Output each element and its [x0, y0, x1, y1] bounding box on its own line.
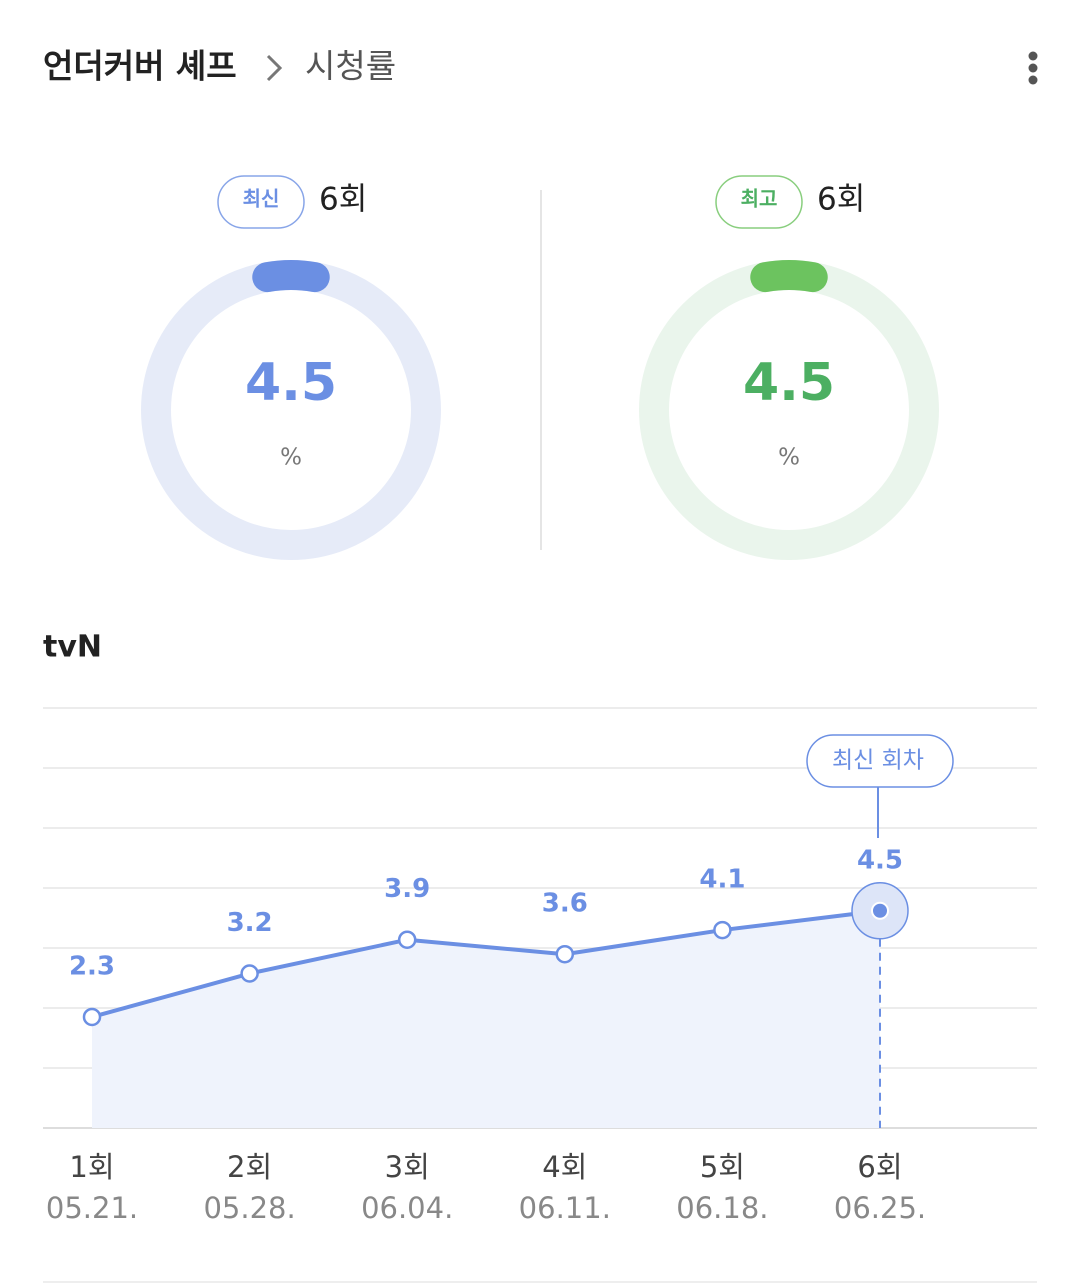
x-date-label: 06.18.: [676, 1191, 768, 1225]
line: [91, 908, 881, 1019]
more-menu[interactable]: [1028, 51, 1038, 85]
gauge-unit: %: [778, 445, 800, 471]
annotation-box: [806, 734, 954, 788]
x-date-label: 05.28.: [203, 1191, 295, 1225]
badge-label: 최신: [243, 187, 280, 211]
x-date-label: 05.21.: [46, 1191, 138, 1225]
data-label: 4.1: [699, 865, 745, 895]
data-label: 3.9: [384, 874, 430, 904]
point: [82, 1007, 102, 1027]
gauge-arc: [750, 260, 828, 293]
x-tick-label: 5회: [700, 1150, 745, 1184]
dot: [1028, 63, 1038, 73]
point: [240, 964, 259, 983]
x-tick-label: 3회: [385, 1150, 430, 1184]
chart-title: tvN: [43, 630, 102, 665]
point: [871, 901, 889, 920]
data-label: 3.2: [227, 908, 273, 938]
area: [92, 910, 880, 1128]
x-tick-label: 2회: [227, 1150, 272, 1184]
point: [397, 930, 417, 949]
badge: [715, 175, 803, 229]
dot: [1028, 51, 1038, 61]
x-date-label: 06.25.: [834, 1191, 926, 1225]
annotation: 최신 회차: [832, 748, 924, 774]
subtitle: 시청률: [305, 47, 396, 86]
dot: [1028, 75, 1038, 85]
data-label: 4.5: [857, 845, 903, 875]
badge-label: 최고: [741, 187, 778, 211]
x-tick-label: 4회: [542, 1150, 587, 1184]
data-label: 2.3: [69, 951, 115, 981]
episode: 6회: [817, 182, 865, 218]
point: [555, 944, 575, 964]
episode: 6회: [319, 182, 367, 218]
gauge-value: 4.5: [245, 353, 337, 413]
title[interactable]: 언더커버 셰프: [43, 47, 237, 86]
gauge-unit: %: [280, 445, 302, 471]
badge: [217, 175, 305, 229]
x-tick-label: 1회: [69, 1150, 114, 1184]
x-tick-label: 6회: [857, 1150, 902, 1184]
x-date-label: 06.04.: [361, 1191, 453, 1225]
gauge-value: 4.5: [743, 353, 835, 413]
data-label: 3.6: [542, 889, 588, 919]
gauge-arc: [252, 260, 330, 293]
point: [713, 920, 732, 940]
x-date-label: 06.11.: [519, 1191, 611, 1225]
chevron: [266, 54, 283, 82]
